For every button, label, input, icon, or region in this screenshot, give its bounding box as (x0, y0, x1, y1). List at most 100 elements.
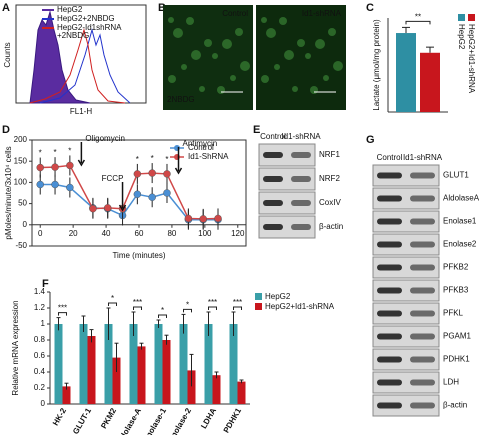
plot-frame (31, 139, 247, 247)
x-tick-label: 60 (135, 229, 144, 238)
series-line (40, 164, 219, 220)
cell-spot (217, 86, 225, 94)
y-tick-label: 1 (41, 319, 46, 328)
y-tick-label: 150 (14, 156, 28, 165)
axis-label: Lactate (μmol/mg protein) (372, 19, 381, 111)
x-tick-label: 20 (69, 229, 78, 238)
blot-band (410, 172, 435, 179)
blot-band (410, 402, 435, 409)
legend-swatch (468, 14, 475, 21)
cell-spot (186, 17, 194, 25)
point (133, 170, 142, 178)
blot-band (410, 241, 435, 248)
blot-band (263, 152, 283, 158)
blot-band (410, 379, 435, 386)
stain-label: 2NBDG (167, 95, 195, 104)
x-tick-label: PKM2 (99, 406, 118, 430)
blot-band (410, 310, 435, 317)
blot-band (377, 333, 402, 340)
cell-spot (261, 17, 267, 23)
blot-label: PGAM1 (443, 332, 472, 341)
bar (229, 324, 238, 404)
cell-spot (230, 75, 236, 81)
image-label: Control (222, 9, 248, 18)
blot-lane (372, 394, 440, 417)
blot-lane (372, 164, 440, 187)
cell-spot (199, 86, 205, 92)
blot-band (291, 152, 311, 158)
y-tick-label: 0 (41, 399, 46, 408)
cell-spot (204, 39, 212, 47)
y-tick-label: 0 (23, 220, 28, 229)
y-tick-label: 100 (14, 178, 28, 187)
cell-spot (261, 75, 269, 83)
blot-band (410, 264, 435, 271)
blot-band (377, 356, 402, 363)
legend-swatch (255, 303, 262, 310)
significance: *** (208, 298, 217, 307)
arrow-head (174, 167, 183, 175)
axis-label: FL1-H (70, 107, 92, 116)
significance: * (165, 155, 168, 164)
blot-label: β-actin (443, 401, 467, 410)
significance: * (39, 149, 42, 158)
legend-label: HepG2+Id1-shRNA (265, 302, 335, 311)
blot-band (291, 224, 311, 230)
annotation: Antimycin (183, 139, 218, 148)
point (148, 193, 156, 201)
blot-lane (372, 210, 440, 233)
cell-spot (310, 86, 318, 94)
arrow-head (118, 204, 127, 212)
legend-label: HepG2+2NBDG (57, 14, 115, 23)
blot-band (377, 287, 402, 294)
blot-column: Id1-shRNA (403, 153, 443, 162)
blot-label: LDH (443, 378, 459, 387)
bar (212, 375, 221, 404)
blot-band (377, 379, 402, 386)
axis-label: pMoles/minute/3x10⁴ cells (4, 146, 13, 239)
micrograph (256, 5, 346, 110)
point (163, 189, 171, 197)
point (184, 214, 193, 223)
legend-swatch (255, 293, 262, 300)
legend-label: HepG2-Id1shRNA (57, 23, 122, 32)
blot-band (263, 176, 283, 182)
y-tick-label: 0.8 (34, 335, 46, 344)
significance-bracket (183, 308, 192, 313)
significance: * (111, 294, 114, 303)
axis-label: Counts (3, 42, 12, 67)
bar (54, 324, 63, 404)
y-tick-label: 0.2 (34, 383, 46, 392)
image-label: Id1-shRNA (302, 9, 342, 18)
blot-lane (372, 233, 440, 256)
x-tick-label: 80 (167, 229, 176, 238)
point (163, 170, 171, 178)
cell-spot (305, 53, 311, 59)
blot-column: Id1-shRNA (281, 132, 321, 141)
blot-band (410, 356, 435, 363)
blot-band (377, 172, 402, 179)
significance: * (68, 147, 71, 156)
histogram-nbdg (39, 28, 131, 104)
blot-band (410, 333, 435, 340)
blot-lane (372, 187, 440, 210)
x-tick-label: 120 (231, 229, 245, 238)
point (103, 204, 112, 212)
annotation: Oligomycin (85, 134, 125, 143)
blot-label: PFKL (443, 309, 464, 318)
x-tick-label: 40 (102, 229, 111, 238)
blot-band (410, 195, 435, 202)
x-tick-label: GLUT-1 (71, 406, 93, 435)
cell-spot (315, 39, 325, 49)
blot-lane (258, 143, 316, 167)
blot-band (377, 195, 402, 202)
cell-spot (297, 39, 305, 47)
bar (179, 324, 188, 404)
cell-spot (235, 28, 243, 36)
x-tick-label: Enolase-2 (166, 406, 193, 435)
blot-label: PFKB2 (443, 263, 469, 272)
blot-lane (372, 371, 440, 394)
cell-spot (168, 75, 176, 83)
significance: * (53, 148, 56, 157)
blot-lane (258, 167, 316, 191)
